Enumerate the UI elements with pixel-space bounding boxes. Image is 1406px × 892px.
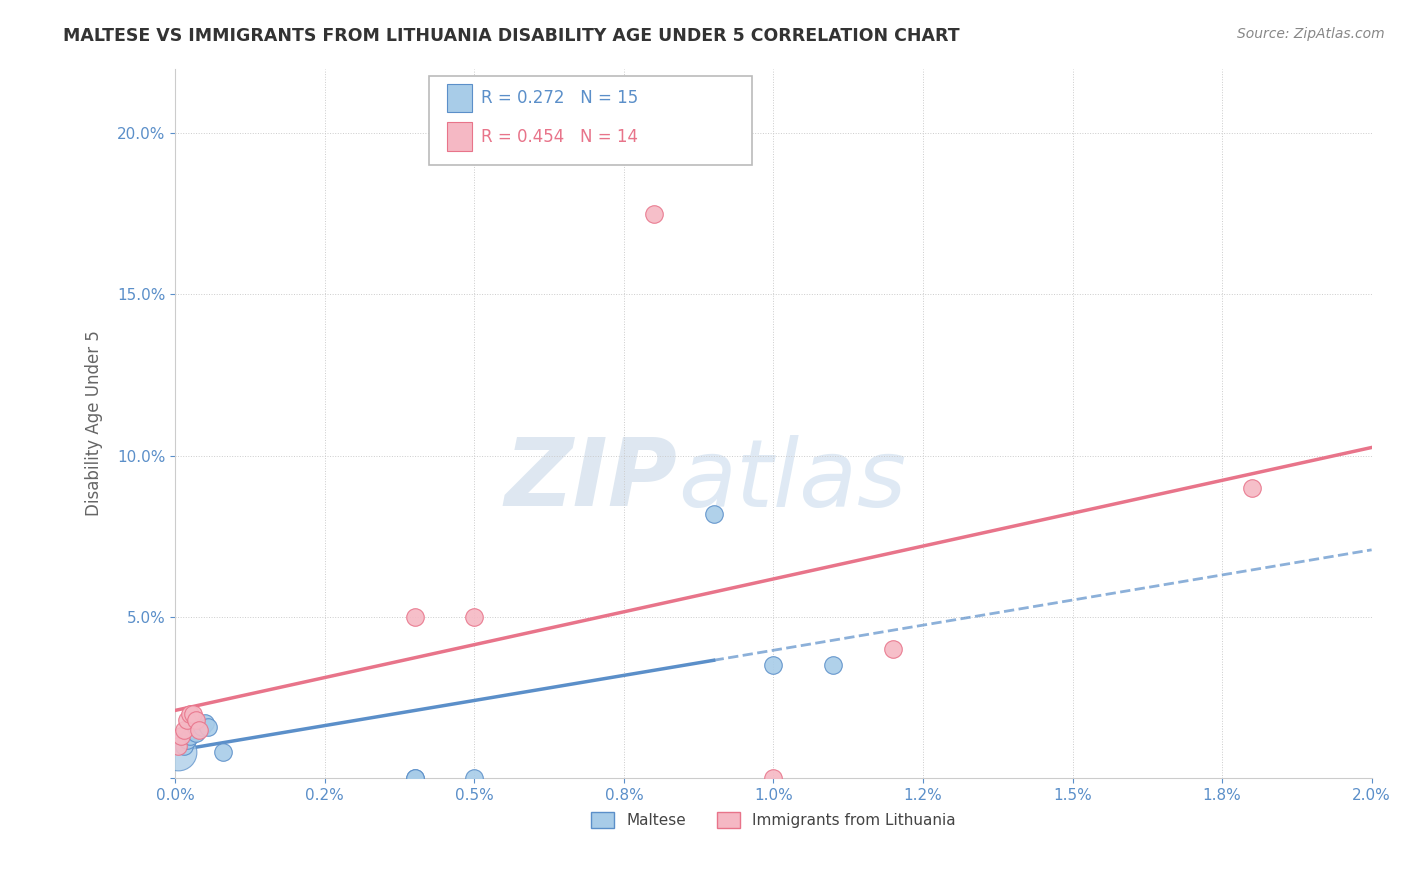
Text: ZIP: ZIP	[505, 434, 678, 526]
Point	[173, 739, 195, 753]
Point	[194, 716, 217, 731]
Point	[186, 726, 208, 740]
Point	[762, 771, 785, 785]
Point	[882, 642, 904, 657]
Point	[170, 729, 193, 743]
Point	[167, 739, 190, 753]
Point	[212, 746, 235, 760]
Point	[703, 507, 725, 521]
Point	[463, 771, 485, 785]
Point	[173, 723, 195, 737]
Y-axis label: Disability Age Under 5: Disability Age Under 5	[86, 330, 103, 516]
Point	[181, 723, 204, 737]
Point	[404, 771, 426, 785]
Point	[179, 729, 201, 743]
Point	[176, 732, 198, 747]
Point	[176, 713, 198, 727]
Point	[463, 610, 485, 624]
Point	[404, 610, 426, 624]
Point	[191, 720, 214, 734]
Point	[404, 771, 426, 785]
Point	[188, 723, 211, 737]
Text: R = 0.454   N = 14: R = 0.454 N = 14	[481, 128, 638, 145]
Point	[181, 706, 204, 721]
Point	[823, 658, 845, 673]
Point	[179, 706, 201, 721]
Legend: Maltese, Immigrants from Lithuania: Maltese, Immigrants from Lithuania	[585, 806, 962, 834]
Text: atlas: atlas	[678, 434, 905, 525]
Point	[643, 207, 665, 221]
Point	[186, 713, 208, 727]
Text: Source: ZipAtlas.com: Source: ZipAtlas.com	[1237, 27, 1385, 41]
Text: MALTESE VS IMMIGRANTS FROM LITHUANIA DISABILITY AGE UNDER 5 CORRELATION CHART: MALTESE VS IMMIGRANTS FROM LITHUANIA DIS…	[63, 27, 960, 45]
Text: R = 0.272   N = 15: R = 0.272 N = 15	[481, 89, 638, 107]
Point	[762, 658, 785, 673]
Point	[197, 720, 219, 734]
Point	[1240, 481, 1263, 495]
Point	[167, 746, 190, 760]
